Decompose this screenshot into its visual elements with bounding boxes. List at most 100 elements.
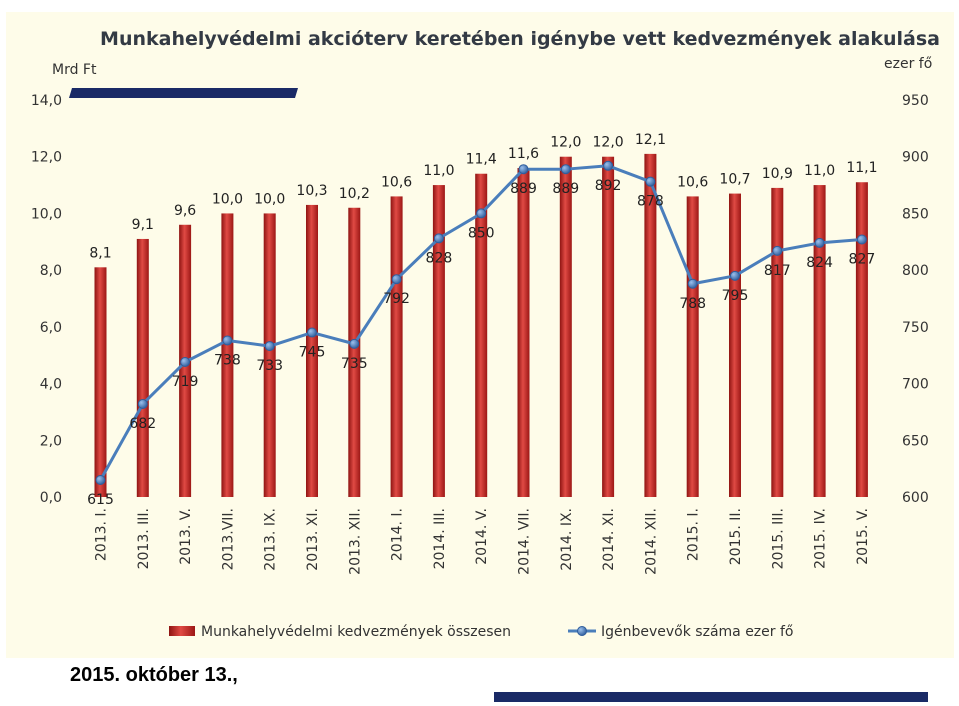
footer-decoration-bar (494, 692, 928, 702)
bar (729, 193, 741, 498)
bar-value-label: 9,1 (132, 217, 154, 233)
bar-value-label: 11,1 (846, 160, 877, 176)
x-tick-label: 2015. IV. (813, 508, 829, 569)
bar-value-label: 12,1 (635, 132, 666, 148)
x-tick-label: 2014. I. (390, 508, 406, 561)
y-right-axis-label: ezer fő (884, 56, 932, 72)
legend-line-marker (577, 626, 587, 636)
y-left-tick-label: 6,0 (40, 320, 62, 336)
bar (432, 185, 445, 498)
line-point (222, 335, 233, 346)
line-point (349, 338, 360, 349)
line-point (476, 208, 487, 219)
line-value-label: 892 (595, 178, 622, 194)
line-value-label: 682 (129, 416, 156, 432)
bar (390, 196, 403, 497)
x-tick-label: 2015. V. (855, 508, 871, 565)
y-left-tick-label: 0,0 (40, 490, 62, 506)
bar (348, 207, 361, 497)
bar-value-label: 12,0 (593, 135, 624, 151)
line-point (856, 234, 867, 245)
bar-value-label: 11,0 (423, 163, 454, 179)
y-right-tick-label: 650 (902, 433, 929, 449)
line-point (433, 233, 444, 244)
y-right-tick-label: 600 (902, 490, 929, 506)
line-value-label: 850 (468, 225, 495, 241)
bar-value-label: 9,6 (174, 203, 196, 219)
legend-line-label: Igénbevevők száma ezer fő (601, 624, 793, 640)
x-tick-label: 2013. V. (178, 508, 194, 565)
x-tick-label: 2013.VII. (220, 508, 236, 570)
bar-value-label: 10,6 (677, 174, 708, 190)
bar-value-label: 11,0 (804, 163, 835, 179)
x-tick-label: 2015. II. (728, 508, 744, 565)
bar (517, 168, 530, 498)
legend-bar-swatch (169, 626, 195, 636)
bar-value-label: 10,6 (381, 174, 412, 190)
line-value-label: 735 (341, 356, 368, 372)
line-point (772, 245, 783, 256)
bar (686, 196, 699, 497)
chart-area: Munkahelyvédelmi akcióterv keretében igé… (6, 12, 954, 658)
x-tick-label: 2014. IX. (559, 508, 575, 571)
bar (94, 267, 107, 497)
y-right-tick-label: 950 (902, 93, 929, 109)
line-point (95, 474, 106, 485)
x-tick-label: 2014. XI. (601, 508, 617, 571)
y-right-tick-label: 850 (902, 206, 929, 222)
line-point (814, 237, 825, 248)
line-value-label: 792 (383, 291, 410, 307)
bar (602, 156, 615, 497)
chart-legend: Munkahelyvédelmi kedvezmények összesen I… (169, 624, 793, 640)
bar (221, 213, 234, 497)
x-tick-label: 2013. XII. (347, 508, 363, 575)
y-left-axis-label: Mrd Ft (52, 62, 97, 78)
line-value-label: 889 (552, 181, 579, 197)
x-tick-label: 2013. XI. (305, 508, 321, 571)
x-tick-label: 2014. III. (432, 508, 448, 569)
line-point (687, 278, 698, 289)
bar-value-label: 10,0 (212, 191, 243, 207)
y-left-tick-label: 12,0 (31, 150, 62, 166)
y-left-tick-label: 4,0 (40, 377, 62, 393)
chart-title: Munkahelyvédelmi akcióterv keretében igé… (100, 28, 940, 50)
bar-value-label: 10,0 (254, 191, 285, 207)
line-point (730, 270, 740, 281)
x-tick-label: 2014. V. (474, 508, 490, 565)
bar (263, 213, 276, 497)
line-value-label: 828 (426, 250, 453, 266)
y-left-tick-label: 2,0 (40, 433, 62, 449)
line-value-label: 878 (637, 194, 664, 210)
y-right-tick-label: 700 (902, 377, 929, 393)
line-point (603, 160, 614, 171)
legend-bar-label: Munkahelyvédelmi kedvezmények összesen (201, 624, 511, 640)
line-point (137, 398, 148, 409)
x-tick-label: 2014. VII. (517, 508, 533, 575)
line-point (180, 357, 191, 368)
line-point (560, 164, 571, 175)
bar-value-label: 11,6 (508, 146, 539, 162)
y-right-tick-label: 800 (902, 263, 929, 279)
bar (306, 204, 318, 497)
bar-value-label: 10,2 (339, 186, 370, 202)
x-tick-label: 2013. I. (94, 508, 110, 561)
line-value-label: 738 (214, 352, 241, 368)
bar-value-label: 11,4 (466, 152, 497, 168)
line-value-label: 745 (299, 345, 326, 361)
bar-value-label: 10,9 (762, 166, 793, 182)
x-tick-label: 2014. XII. (643, 508, 659, 575)
line-value-label: 615 (87, 492, 114, 508)
bar (136, 238, 149, 497)
line-value-label: 889 (510, 181, 537, 197)
line-point (391, 274, 402, 285)
line-value-label: 788 (679, 296, 706, 312)
combo-chart: Munkahelyvédelmi akcióterv keretében igé… (31, 28, 940, 640)
line-point (518, 164, 529, 175)
y-left-tick-label: 8,0 (40, 263, 62, 279)
title-underline-decoration (69, 88, 298, 98)
line-point (264, 341, 275, 352)
line-value-label: 733 (256, 358, 283, 374)
bar (771, 187, 784, 497)
x-tick-label: 2013. IX. (263, 508, 279, 571)
bar (644, 153, 657, 497)
